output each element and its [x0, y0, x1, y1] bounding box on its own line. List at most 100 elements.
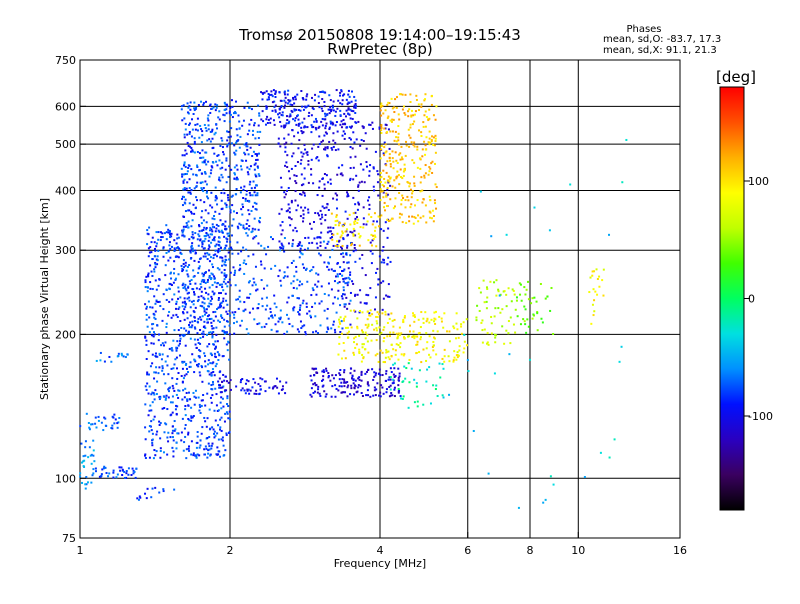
scatter-point — [194, 252, 197, 255]
scatter-point — [156, 259, 159, 262]
scatter-point — [599, 451, 602, 454]
scatter-point — [312, 221, 315, 224]
scatter-point — [294, 226, 297, 229]
scatter-point — [382, 169, 385, 172]
scatter-point — [364, 323, 367, 326]
scatter-point — [327, 375, 330, 378]
scatter-point — [319, 254, 322, 257]
scatter-point — [162, 488, 165, 491]
scatter-point — [226, 395, 229, 398]
scatter-point — [296, 204, 299, 207]
scatter-point — [291, 129, 294, 132]
scatter-point — [195, 199, 198, 202]
scatter-point — [233, 177, 236, 180]
scatter-point — [219, 179, 222, 182]
scatter-point — [185, 391, 188, 394]
scatter-point — [217, 247, 220, 250]
scatter-point — [412, 222, 415, 225]
scatter-point — [203, 308, 206, 311]
scatter-point — [239, 135, 242, 138]
scatter-point — [193, 359, 196, 362]
scatter-point — [202, 273, 205, 276]
scatter-point — [177, 432, 180, 435]
scatter-point — [372, 166, 375, 169]
scatter-point — [205, 129, 208, 132]
scatter-point — [215, 308, 218, 311]
scatter-point — [240, 168, 243, 171]
scatter-point — [178, 247, 181, 250]
scatter-point — [253, 191, 256, 194]
scatter-point — [324, 131, 327, 134]
scatter-point — [181, 154, 184, 157]
scatter-point — [258, 392, 261, 395]
scatter-point — [204, 255, 207, 258]
scatter-point — [220, 208, 223, 211]
scatter-point — [193, 137, 196, 140]
scatter-point — [432, 143, 435, 146]
scatter-point — [398, 216, 401, 219]
scatter-point — [226, 412, 229, 415]
scatter-point — [523, 320, 526, 323]
scatter-point — [210, 107, 213, 110]
scatter-point — [201, 399, 204, 402]
scatter-point — [373, 308, 376, 311]
scatter-point — [150, 270, 153, 273]
scatter-point — [396, 335, 399, 338]
scatter-point — [242, 226, 245, 229]
scatter-point — [336, 173, 339, 176]
scatter-point — [191, 149, 194, 152]
scatter-point — [407, 115, 410, 118]
scatter-point — [591, 303, 594, 306]
scatter-point — [108, 355, 111, 358]
scatter-point — [323, 390, 326, 393]
scatter-point — [375, 315, 378, 318]
scatter-point — [317, 145, 320, 148]
scatter-point — [373, 386, 376, 389]
scatter-point — [230, 248, 233, 251]
scatter-point — [157, 231, 160, 234]
scatter-point — [339, 316, 342, 319]
scatter-point — [284, 96, 287, 99]
scatter-point — [223, 235, 226, 238]
scatter-point — [191, 150, 194, 153]
scatter-point — [175, 300, 178, 303]
scatter-point — [407, 128, 410, 131]
scatter-point — [391, 185, 394, 188]
scatter-point — [382, 191, 385, 194]
scatter-point — [187, 226, 190, 229]
scatter-point — [165, 231, 168, 234]
scatter-point — [310, 96, 313, 99]
scatter-point — [198, 349, 201, 352]
scatter-point — [205, 151, 208, 154]
scatter-point — [386, 218, 389, 221]
scatter-point — [194, 249, 197, 252]
scatter-point — [153, 393, 156, 396]
scatter-point — [289, 114, 292, 117]
scatter-point — [322, 240, 325, 243]
scatter-point — [207, 212, 210, 215]
scatter-point — [219, 455, 222, 458]
scatter-point — [149, 365, 152, 368]
scatter-point — [259, 216, 262, 219]
scatter-point — [246, 234, 249, 237]
scatter-point — [164, 382, 167, 385]
scatter-point — [322, 369, 325, 372]
scatter-point — [297, 131, 300, 134]
scatter-point — [421, 201, 424, 204]
scatter-point — [146, 286, 149, 289]
scatter-point — [343, 317, 346, 320]
scatter-point — [212, 319, 215, 322]
scatter-point — [385, 164, 388, 167]
scatter-point — [413, 182, 416, 185]
scatter-point — [198, 371, 201, 374]
scatter-point — [217, 409, 220, 412]
scatter-point — [336, 262, 339, 265]
scatter-point — [403, 353, 406, 356]
scatter-point — [299, 320, 302, 323]
scatter-point — [400, 332, 403, 335]
scatter-point — [186, 317, 189, 320]
scatter-point — [214, 419, 217, 422]
scatter-point — [453, 327, 456, 330]
scatter-point — [342, 223, 345, 226]
